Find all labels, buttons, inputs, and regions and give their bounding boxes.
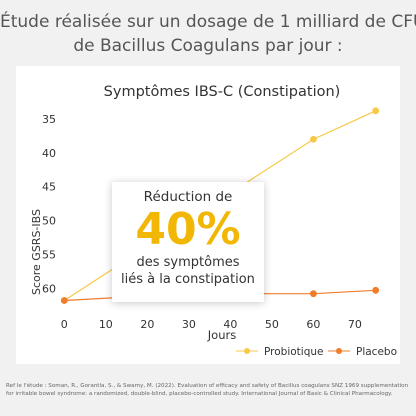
y-tick-label: 60 (42, 282, 56, 295)
x-tick-label: 20 (140, 318, 154, 331)
line-chart: Symptômes IBS-C (Constipation) Score GSR… (30, 84, 397, 358)
y-tick-label: 35 (42, 113, 56, 126)
data-point-probiotique (310, 135, 317, 143)
data-point-placebo (372, 286, 380, 294)
legend-marker-placebo (336, 348, 342, 354)
legend-label-probiotique: Probiotique (264, 346, 323, 358)
callout-line-3: liés à la constipation (121, 272, 255, 287)
y-axis-label: Score GSRS-IBS (30, 209, 43, 295)
callout-line-1: Réduction de (143, 189, 233, 205)
study-reference: Ref le l'étude : Soman, R., Gorantla, S.… (6, 383, 409, 397)
x-tick-label: 70 (348, 318, 362, 331)
headline-line-1: Étude réalisée sur un dosage de 1 millia… (0, 12, 416, 32)
x-tick-label: 10 (99, 318, 113, 331)
chart-title: Symptômes IBS-C (Constipation) (104, 84, 341, 100)
x-tick-label: 40 (223, 318, 237, 331)
legend-label-placebo: Placebo (356, 346, 397, 358)
x-tick-label: 60 (306, 318, 320, 331)
callout-percent: 40% (135, 204, 241, 255)
data-point-placebo (310, 290, 317, 298)
y-tick-label: 40 (42, 147, 56, 160)
x-axis-label: Jours (207, 328, 236, 342)
callout-line-2: des symptômes (136, 255, 240, 270)
headline: Étude réalisée sur un dosage de 1 millia… (0, 10, 416, 58)
y-tick-label: 45 (42, 181, 56, 194)
headline-line-2: de Bacillus Coagulans par jour : (73, 36, 343, 56)
data-point-probiotique (372, 107, 380, 115)
legend-marker-probiotique (244, 348, 250, 354)
x-tick-label: 50 (265, 318, 279, 331)
chart-card: Symptômes IBS-C (Constipation) Score GSR… (16, 66, 400, 364)
reduction-callout: Réduction de 40% des symptômes liés à la… (112, 182, 264, 302)
y-tick-label: 50 (42, 215, 56, 228)
x-tick-label: 30 (182, 318, 196, 331)
y-tick-label: 55 (42, 248, 56, 261)
x-tick-label: 0 (61, 318, 68, 331)
data-point-placebo (60, 297, 68, 304)
